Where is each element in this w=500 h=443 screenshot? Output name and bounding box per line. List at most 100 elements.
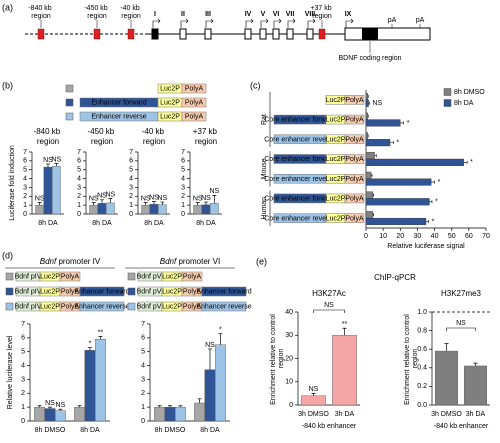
significance-label: NS — [193, 195, 203, 202]
bar — [154, 406, 165, 422]
text-line: region — [31, 13, 51, 20]
bar — [365, 211, 374, 219]
legend-swatch — [65, 98, 74, 107]
legend-label: 8h DA — [454, 100, 474, 107]
construct-label: Bdnf pVI — [137, 274, 164, 281]
text-line: -840 kb — [28, 5, 53, 12]
y-tick-label: 5 — [77, 167, 81, 174]
error-bar — [48, 406, 52, 409]
significance-label: NS — [149, 194, 159, 201]
significance-label: * — [396, 139, 399, 146]
text-line: region — [312, 13, 332, 20]
y-tick-label: 0.8 — [417, 327, 427, 334]
text-line: +37 kb — [310, 5, 333, 12]
y-tick-label: 6 — [181, 158, 185, 165]
construct-label: Bdnf pIV — [15, 304, 42, 311]
y-tick-label: 5 — [181, 167, 185, 174]
y-tick-label: 0.0 — [417, 402, 427, 409]
significance-label: NS — [89, 195, 99, 202]
panel-label: (b) — [2, 80, 13, 90]
construct-box — [201, 301, 247, 312]
construct-label: Luc2P — [326, 136, 346, 143]
exon-label: II — [181, 11, 185, 18]
y-tick-label: 7 — [141, 321, 145, 328]
region-label: +37 kb region — [310, 5, 333, 20]
y-tick-label: 1.0 — [417, 309, 427, 316]
error-bar — [473, 362, 478, 366]
legend-swatch — [65, 84, 74, 93]
comparison-label: NS — [456, 320, 466, 327]
bar — [89, 204, 99, 215]
region-label: -40 kb region — [120, 5, 141, 20]
error-bar — [178, 405, 183, 408]
construct-label: Luc2P — [162, 304, 182, 311]
panel-label: (d) — [2, 250, 13, 260]
construct-label: PolyA — [345, 136, 364, 143]
error-bar — [372, 213, 375, 217]
bar — [193, 204, 203, 215]
bar — [204, 369, 216, 422]
y-tick-label: 1 — [21, 404, 25, 411]
bar — [365, 158, 464, 166]
y-tick-label: 5 — [129, 167, 133, 174]
y-tick-label: 3 — [23, 184, 27, 191]
bar — [365, 171, 372, 179]
significance-label: NS — [205, 342, 215, 349]
y-axis-label: Enrichment relative to control region — [270, 312, 285, 405]
x-tick-label: 10 — [379, 233, 387, 240]
y-tick-label: 6 — [23, 158, 27, 165]
construct-label: Core enhancer forward — [264, 196, 336, 203]
region-label: -450 kb region — [84, 5, 109, 20]
text-line: Enrichment relative to control — [270, 312, 277, 405]
legend-swatch — [5, 302, 14, 311]
error-bar — [429, 200, 433, 204]
significance-label: ** — [342, 321, 348, 328]
x-tick-label: 3h DA — [466, 411, 486, 418]
x-tick-label: 3h DMSO — [298, 411, 329, 418]
error-bar — [368, 101, 370, 105]
bar — [365, 191, 374, 199]
x-tick-label: 50 — [448, 233, 456, 240]
significance-label: NS — [97, 193, 107, 200]
bar — [157, 204, 167, 215]
error-bar — [212, 195, 217, 204]
construct-label: Bdnf pVI — [137, 289, 164, 296]
construct-box — [79, 286, 125, 297]
y-tick-label: 0.6 — [417, 346, 427, 353]
bar — [332, 335, 357, 406]
y-tick-label: 7 — [21, 321, 25, 328]
y-tick-label: 0 — [23, 211, 27, 218]
construct-label: PolyA — [345, 176, 364, 183]
text-line: -40 kb — [142, 127, 166, 136]
significance-label: NS — [157, 195, 167, 202]
y-tick-label: 2 — [23, 193, 27, 200]
error-bar — [108, 198, 113, 203]
error-bar — [77, 405, 82, 408]
error-bar — [367, 134, 369, 138]
tss-arrow — [287, 18, 296, 28]
construct-box — [344, 193, 365, 204]
x-tick-label: 8h DA — [92, 220, 112, 227]
y-tick-label: 0 — [141, 418, 145, 425]
construct-label: Enhancer reverse — [196, 304, 251, 311]
y-tick-label: 2 — [21, 390, 25, 397]
y-tick-label: 4 — [129, 175, 133, 182]
exon-label: VIII — [305, 11, 316, 18]
construct-label: PolyA — [61, 304, 80, 311]
chart-title: +37 kb region — [193, 127, 219, 146]
coding-region — [362, 28, 378, 40]
error-bar — [218, 333, 223, 345]
region-label: -840 kb region — [28, 5, 53, 20]
bar — [164, 406, 176, 422]
construct-label: Luc2P — [160, 114, 180, 121]
text-line: region — [278, 349, 285, 369]
error-bar — [372, 193, 375, 197]
construct-box — [344, 134, 365, 145]
y-tick-label: 30 — [285, 332, 293, 339]
construct-label: Luc2P — [162, 274, 182, 281]
exon — [306, 28, 314, 40]
error-bar — [195, 202, 200, 206]
text-line: region — [195, 137, 217, 146]
construct-label: Core enhancer reverse — [264, 136, 336, 143]
x-tick-label: 8h DMSO — [35, 427, 66, 434]
